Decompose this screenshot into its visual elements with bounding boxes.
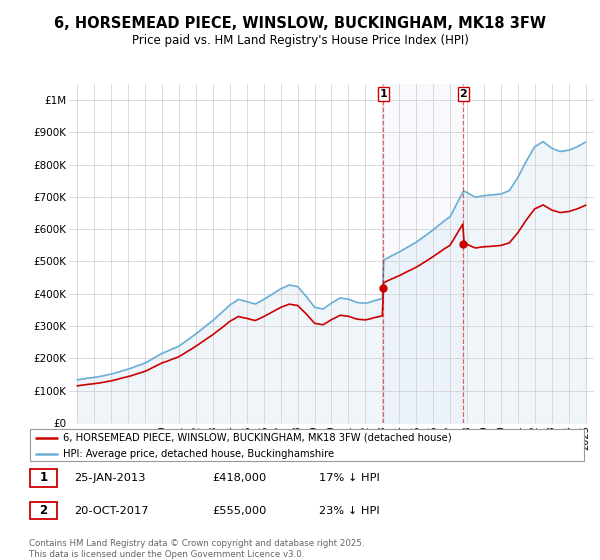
Text: £555,000: £555,000 (212, 506, 266, 516)
Text: 2: 2 (39, 504, 47, 517)
Text: £418,000: £418,000 (212, 473, 266, 483)
Text: 6, HORSEMEAD PIECE, WINSLOW, BUCKINGHAM, MK18 3FW (detached house): 6, HORSEMEAD PIECE, WINSLOW, BUCKINGHAM,… (64, 433, 452, 443)
Text: 2: 2 (460, 89, 467, 99)
Text: 25-JAN-2013: 25-JAN-2013 (74, 473, 146, 483)
Text: Contains HM Land Registry data © Crown copyright and database right 2025.
This d: Contains HM Land Registry data © Crown c… (29, 539, 364, 559)
Text: 23% ↓ HPI: 23% ↓ HPI (319, 506, 379, 516)
Text: 1: 1 (39, 471, 47, 484)
FancyBboxPatch shape (30, 502, 57, 520)
Text: 6, HORSEMEAD PIECE, WINSLOW, BUCKINGHAM, MK18 3FW: 6, HORSEMEAD PIECE, WINSLOW, BUCKINGHAM,… (54, 16, 546, 31)
Text: 17% ↓ HPI: 17% ↓ HPI (319, 473, 380, 483)
Text: Price paid vs. HM Land Registry's House Price Index (HPI): Price paid vs. HM Land Registry's House … (131, 34, 469, 46)
Bar (383, 84, 463, 423)
FancyBboxPatch shape (30, 469, 57, 487)
FancyBboxPatch shape (30, 429, 584, 461)
Text: HPI: Average price, detached house, Buckinghamshire: HPI: Average price, detached house, Buck… (64, 449, 335, 459)
Text: 20-OCT-2017: 20-OCT-2017 (74, 506, 149, 516)
Text: 1: 1 (380, 89, 388, 99)
